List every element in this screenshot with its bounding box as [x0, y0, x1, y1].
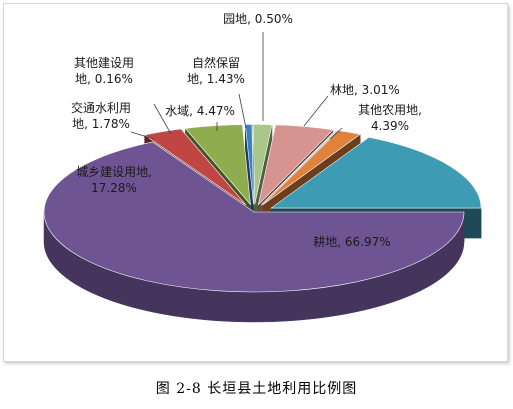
label-leader-line	[303, 95, 329, 127]
slice-label: 其他建设用地, 0.16%	[74, 56, 134, 86]
pie-slice	[184, 124, 251, 206]
slice-label: 自然保留地, 1.43%	[187, 55, 245, 86]
chart-frame: 耕地, 66.97% 林地, 3.01% 其他农用地, 4.39% 园地, 0.50% 自…	[3, 3, 508, 362]
pie-slice	[43, 141, 465, 293]
pie-slice	[252, 124, 273, 205]
slice-label: 林地, 3.01%	[330, 83, 400, 97]
label-leader-line	[238, 93, 247, 129]
pie-slice	[143, 128, 247, 206]
label-leader-line	[329, 127, 343, 140]
pie-labels: 耕地, 66.97% 林地, 3.01% 其他农用地, 4.39% 园地, 0.50% 自…	[71, 12, 422, 249]
pie-tops	[43, 124, 482, 293]
slice-label: 耕地, 66.97%	[313, 234, 390, 249]
slice-label: 水域, 4.47%	[165, 104, 235, 118]
slice-label: 交通水利用地, 1.78%	[71, 100, 131, 131]
pie-slice	[260, 129, 339, 206]
label-leader-line	[130, 131, 155, 140]
slice-label: 其他农用地, 4.39%	[358, 103, 422, 133]
pie-slice	[270, 136, 482, 209]
label-leader-line	[153, 103, 172, 135]
slice-label: 园地, 0.50%	[223, 12, 293, 26]
pie-slice	[257, 124, 334, 206]
figure-caption: 图 2-8 长垣县土地利用比例图	[155, 381, 358, 397]
slice-label: 城乡建设用地, 17.28%	[76, 165, 152, 195]
pie-chart: 耕地, 66.97% 林地, 3.01% 其他农用地, 4.39% 园地, 0.50% 自…	[43, 12, 482, 323]
